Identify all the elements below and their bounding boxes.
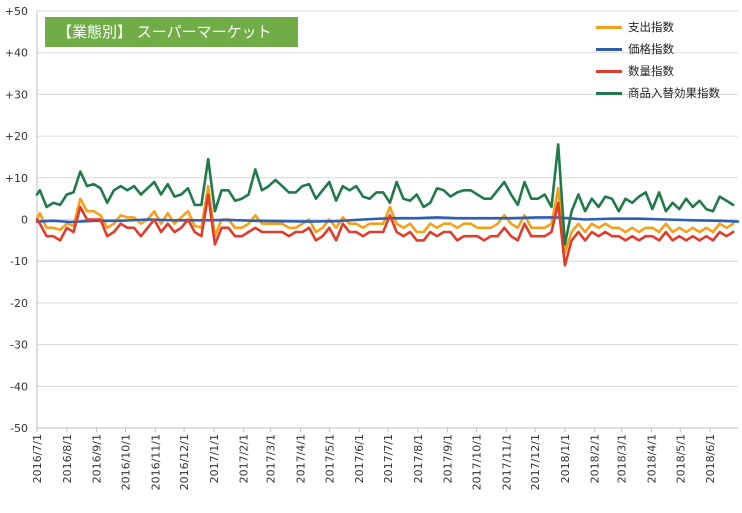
x-tick-label: 2017/11/1	[500, 434, 513, 490]
y-tick-label: -40	[10, 380, 28, 393]
x-tick-label: 2017/2/1	[238, 434, 251, 483]
y-axis: +50 +40 +30 +20 +10 0 -10 -20 -30 -40 -50	[5, 5, 38, 435]
legend-label: 数量指数	[628, 64, 674, 78]
legend: 支出指数価格指数数量指数商品入替効果指数	[596, 19, 738, 107]
legend-swatch	[596, 92, 622, 95]
y-tick-label: -20	[10, 297, 28, 310]
x-tick-label: 2016/8/1	[61, 434, 74, 483]
x-axis: 2016/7/1 2016/8/1 2016/9/1 2016/10/1 2016/11…	[31, 427, 738, 490]
x-tick-label: 2017/10/1	[470, 434, 483, 490]
y-tick-label: +30	[5, 88, 28, 101]
y-tick-label: -50	[10, 422, 28, 435]
legend-label: 価格指数	[628, 42, 674, 56]
x-tick-label: 2016/12/1	[178, 434, 191, 490]
x-tick-label: 2017/7/1	[382, 434, 395, 483]
x-tick-label: 2017/1/1	[208, 434, 221, 483]
x-tick-label: 2016/7/1	[31, 434, 44, 483]
x-tick-label: 2017/8/1	[412, 434, 425, 483]
x-tick-label: 2018/3/1	[616, 434, 629, 483]
x-tick-label: 2018/6/1	[704, 434, 717, 483]
legend-label: 商品入替効果指数	[628, 86, 720, 100]
x-tick-label: 2017/6/1	[353, 434, 366, 483]
x-tick-label: 2017/4/1	[294, 434, 307, 483]
x-tick-label: 2018/2/1	[589, 434, 602, 483]
series-lines	[35, 143, 740, 267]
y-tick-label: -30	[10, 339, 28, 352]
legend-item: 数量指数	[596, 63, 738, 85]
y-tick-label: 0	[21, 214, 28, 227]
chart-title: 【業態別】 スーパーマーケット	[45, 17, 298, 47]
x-tick-label: 2017/9/1	[442, 434, 455, 483]
legend-item: 価格指数	[596, 41, 738, 63]
legend-label: 支出指数	[628, 20, 674, 34]
y-tick-label: +40	[5, 47, 28, 60]
x-tick-label: 2018/5/1	[674, 434, 687, 483]
x-tick-label: 2017/3/1	[265, 434, 278, 483]
series-line	[35, 184, 735, 255]
y-tick-label: +20	[5, 130, 28, 143]
series-line	[35, 193, 735, 267]
legend-swatch	[596, 26, 622, 29]
legend-item: 支出指数	[596, 19, 738, 41]
legend-swatch	[596, 70, 622, 73]
series-line	[35, 143, 735, 246]
legend-item: 商品入替効果指数	[596, 85, 738, 107]
x-tick-label: 2018/1/1	[559, 434, 572, 483]
y-tick-label: -10	[10, 255, 28, 268]
x-tick-label: 2016/11/1	[149, 434, 162, 490]
x-tick-label: 2017/5/1	[323, 434, 336, 483]
y-tick-label: +10	[5, 172, 28, 185]
x-tick-label: 2016/10/1	[119, 434, 132, 490]
x-tick-label: 2016/9/1	[91, 434, 104, 483]
x-tick-label: 2018/4/1	[645, 434, 658, 483]
legend-swatch	[596, 48, 622, 51]
x-tick-label: 2017/12/1	[529, 434, 542, 490]
y-tick-label: +50	[5, 5, 28, 18]
